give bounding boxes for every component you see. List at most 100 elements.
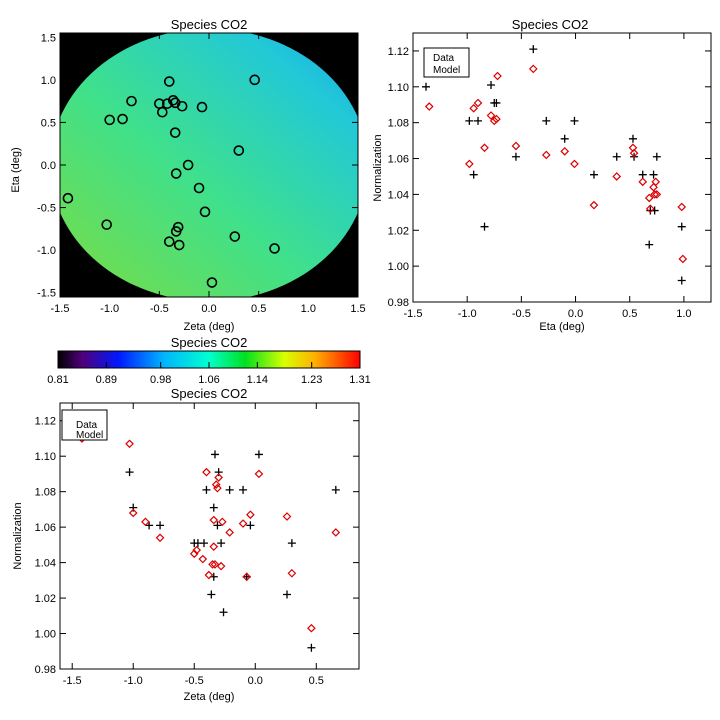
map-point — [62, 192, 74, 204]
zeta-data-point — [200, 539, 209, 548]
eta-data-point — [511, 152, 520, 161]
zeta-scatter-xlabel: Zeta (deg) — [184, 691, 235, 703]
eta-scatter-model-series — [424, 64, 688, 264]
eta-data-point — [645, 240, 654, 249]
eta-data-point — [570, 116, 579, 125]
zeta-ytick-label: 1.00 — [35, 629, 56, 641]
eta-ytick-label: 1.00 — [388, 261, 409, 273]
zeta-model-point — [242, 572, 252, 582]
eta-scatter-ylabel: Normalization — [372, 134, 384, 201]
eta-model-point — [649, 182, 658, 192]
eta-legend-data: Data — [433, 53, 455, 64]
map-field-disc — [60, 33, 358, 297]
zeta-legend-box — [61, 409, 108, 441]
zeta-data-point — [307, 643, 316, 652]
zeta-model-point — [307, 623, 316, 633]
eta-model-point — [465, 159, 474, 169]
eta-model-point — [480, 143, 489, 153]
zeta-ytick-label: 1.08 — [35, 487, 56, 499]
map-point — [163, 236, 175, 247]
zeta-data-point — [209, 503, 218, 512]
zeta-legend-data: Data — [76, 420, 98, 431]
zeta-data-point — [145, 521, 154, 530]
map-x-ticks: -1.5 -1.0 -0.5 0.0 0.5 1.0 1.5 — [51, 33, 366, 315]
map-xtick-label: -1.0 — [100, 303, 119, 315]
map-point — [126, 95, 137, 107]
eta-legend-model: Model — [433, 65, 460, 76]
zeta-ytick-label: 1.06 — [35, 522, 56, 534]
eta-model-point — [489, 116, 499, 126]
zeta-model-point — [216, 561, 226, 571]
map-xtick-label: -0.5 — [150, 303, 169, 315]
eta-data-point — [492, 98, 501, 107]
zeta-model-point — [217, 517, 227, 527]
eta-scatter-frame — [412, 32, 712, 303]
map-ytick-label: -1.5 — [37, 288, 56, 300]
map-point — [161, 98, 173, 109]
zeta-model-point — [209, 515, 219, 525]
map-point — [233, 145, 245, 156]
eta-xtick-label: -1.0 — [458, 308, 477, 320]
zeta-xtick-label: -1.0 — [124, 675, 143, 687]
eta-data-point — [469, 170, 478, 179]
zeta-xtick-label: -1.5 — [63, 675, 82, 687]
zeta-model-point — [208, 560, 217, 569]
map-ytick-label: 1.5 — [41, 32, 56, 44]
eta-xtick-label: -1.5 — [404, 308, 423, 320]
eta-model-point — [652, 190, 662, 199]
map-panel: Species CO2 -1.5 -1.0 -0.5 0.0 0.5 1.0 1.5 -1.… — [10, 17, 366, 333]
zeta-ytick-label: 0.98 — [35, 664, 56, 676]
map-xtick-label: 0.0 — [201, 303, 216, 315]
colorbar-tick-label: 1.06 — [198, 374, 219, 386]
zeta-data-point — [129, 503, 138, 512]
zeta-model-point — [198, 554, 208, 564]
colorbar-panel: Species CO2 0.81 0.89 0.98 1.06 1.14 1.23 1.31 — [47, 335, 370, 386]
eta-data-point — [474, 116, 483, 125]
zeta-data-point — [219, 608, 228, 617]
eta-model-point — [511, 141, 521, 151]
eta-data-point — [480, 222, 489, 231]
map-ytick-label: 0.0 — [41, 160, 56, 172]
eta-model-point — [677, 202, 687, 212]
map-point — [193, 182, 205, 194]
zeta-data-point — [287, 539, 296, 548]
zeta-model-point — [214, 473, 224, 482]
zeta-scatter-model-series — [77, 434, 341, 633]
zeta-ytick-label: 1.10 — [35, 451, 56, 463]
eta-model-point — [473, 98, 483, 108]
map-point — [229, 231, 241, 242]
zeta-scatter-panel: Species CO2 -1.5 -1.0 -0.5 0.0 0.5 0.98 1.00 1… — [12, 386, 360, 703]
eta-ytick-label: 1.02 — [388, 225, 409, 237]
eta-model-point — [486, 111, 496, 120]
eta-data-point — [677, 222, 686, 231]
zeta-xtick-label: -0.5 — [185, 675, 204, 687]
zeta-model-point — [155, 533, 165, 543]
eta-ytick-label: 1.12 — [388, 46, 409, 58]
eta-data-point — [560, 134, 569, 143]
zeta-data-point — [217, 539, 226, 548]
zeta-data-point — [207, 590, 216, 599]
zeta-data-point — [282, 590, 291, 599]
eta-model-point — [650, 190, 659, 199]
zeta-model-point — [202, 467, 211, 477]
eta-data-point — [465, 116, 474, 125]
eta-data-point — [422, 82, 431, 91]
zeta-data-point — [225, 485, 234, 494]
eta-scatter-xlabel: Eta (deg) — [539, 321, 584, 333]
eta-model-point — [678, 254, 688, 264]
map-xtick-label: 0.5 — [251, 303, 266, 315]
map-point — [163, 76, 175, 87]
map-ylabel: Eta (deg) — [10, 147, 22, 192]
eta-model-point — [469, 103, 479, 113]
map-point — [173, 239, 185, 251]
map-point — [176, 100, 188, 112]
map-point — [101, 219, 112, 230]
zeta-ytick-label: 1.02 — [35, 593, 56, 605]
zeta-xtick-label: 0.5 — [309, 675, 324, 687]
zeta-data-point — [213, 521, 222, 530]
eta-ytick-label: 1.06 — [388, 154, 409, 166]
eta-model-point — [570, 159, 579, 169]
map-xtick-label: 1.5 — [350, 303, 365, 315]
map-point — [117, 113, 128, 125]
